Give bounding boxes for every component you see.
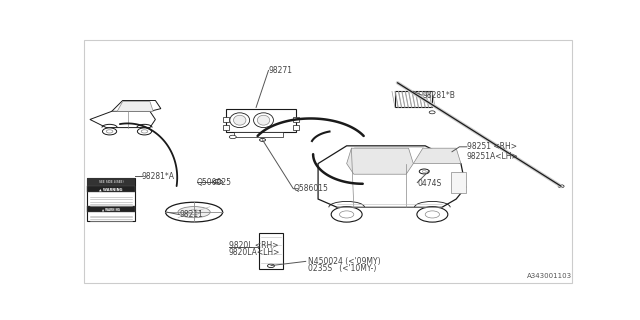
Ellipse shape	[188, 210, 200, 214]
Circle shape	[331, 207, 362, 222]
Circle shape	[558, 185, 564, 188]
Circle shape	[417, 207, 448, 222]
Circle shape	[213, 180, 222, 184]
Text: 9820LA<LH>: 9820LA<LH>	[229, 248, 280, 257]
Circle shape	[260, 139, 266, 141]
Circle shape	[419, 169, 429, 174]
Polygon shape	[347, 148, 413, 174]
Text: Q500025: Q500025	[196, 178, 232, 187]
Bar	[88, 178, 134, 221]
Text: 98211: 98211	[179, 210, 203, 219]
Bar	[451, 172, 466, 193]
Bar	[88, 178, 134, 186]
Circle shape	[339, 211, 354, 218]
Text: 98281*B: 98281*B	[422, 91, 455, 100]
Text: SEE SIDE 4(SEE): SEE SIDE 4(SEE)	[99, 180, 124, 184]
Circle shape	[268, 264, 275, 268]
Circle shape	[229, 135, 236, 139]
Ellipse shape	[230, 113, 250, 128]
Text: 98281*A: 98281*A	[142, 172, 175, 181]
Text: ▲ WARNING: ▲ WARNING	[99, 188, 123, 191]
Text: Q586015: Q586015	[293, 184, 328, 193]
Bar	[259, 233, 284, 269]
Text: 0474S: 0474S	[417, 179, 442, 188]
Text: 98251 <RH>: 98251 <RH>	[467, 142, 517, 151]
Ellipse shape	[166, 202, 223, 222]
Text: 98271: 98271	[269, 66, 292, 75]
Bar	[293, 117, 300, 122]
Bar	[293, 124, 300, 130]
Polygon shape	[318, 146, 466, 207]
Bar	[223, 117, 229, 122]
Bar	[234, 132, 284, 137]
Circle shape	[141, 130, 148, 133]
Bar	[227, 108, 296, 132]
Text: 98251A<LH>: 98251A<LH>	[467, 152, 518, 161]
Bar	[88, 186, 134, 192]
Circle shape	[138, 128, 152, 135]
Ellipse shape	[178, 207, 210, 218]
Bar	[88, 206, 134, 212]
Ellipse shape	[234, 115, 246, 125]
Circle shape	[425, 211, 440, 218]
Ellipse shape	[253, 113, 273, 128]
Circle shape	[216, 181, 220, 183]
Circle shape	[429, 111, 435, 114]
Circle shape	[422, 171, 426, 172]
Text: A343001103: A343001103	[527, 273, 572, 279]
Text: 0235S   (<'10MY-): 0235S (<'10MY-)	[308, 264, 376, 273]
Polygon shape	[413, 148, 461, 164]
Ellipse shape	[257, 115, 269, 125]
Text: N450024 (<'09MY): N450024 (<'09MY)	[308, 257, 381, 266]
Polygon shape	[117, 101, 153, 111]
Polygon shape	[112, 100, 161, 111]
Bar	[395, 92, 432, 108]
Bar	[223, 124, 229, 130]
Circle shape	[102, 128, 116, 135]
Polygon shape	[90, 111, 156, 128]
Text: ▲ WARNING: ▲ WARNING	[102, 207, 120, 211]
Text: 9820L <RH>: 9820L <RH>	[229, 241, 278, 250]
Circle shape	[106, 130, 113, 133]
